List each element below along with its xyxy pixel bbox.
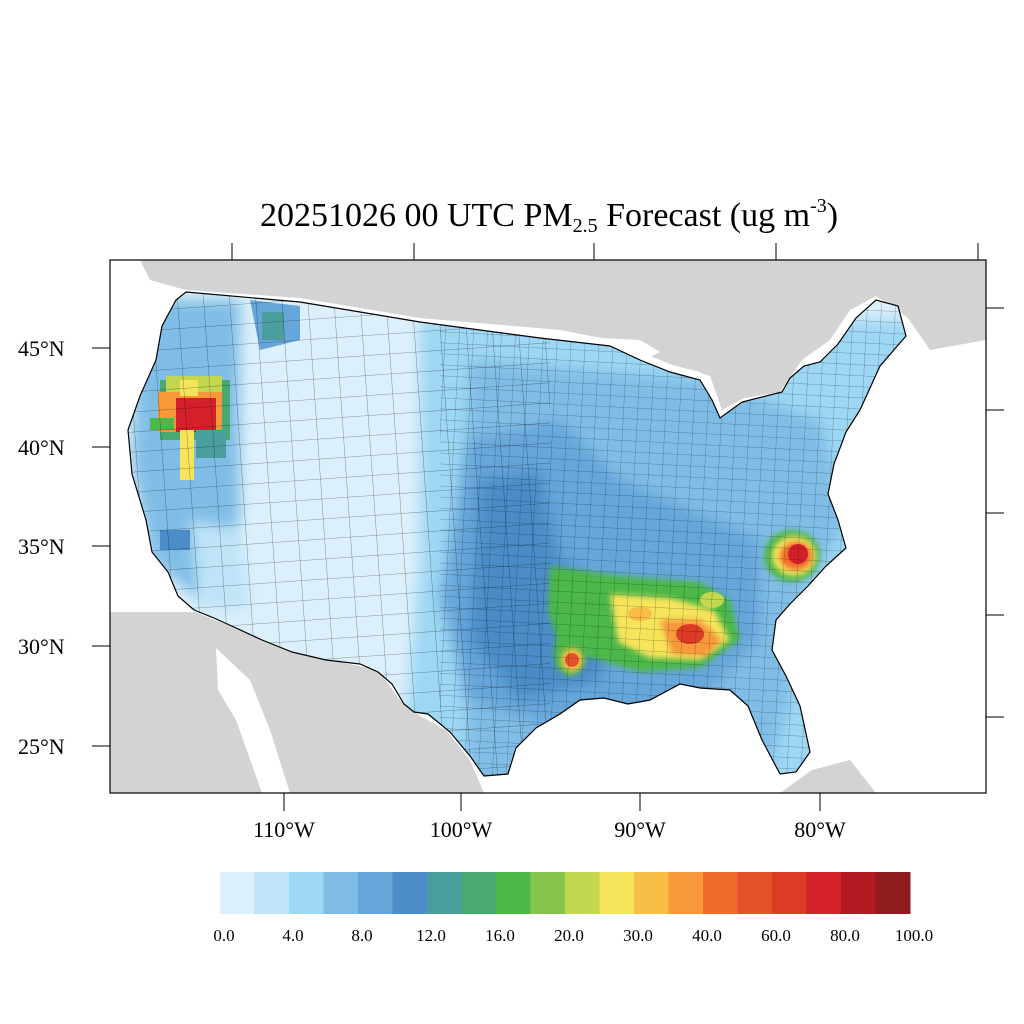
left-ticks xyxy=(92,347,110,747)
mexico-landmass xyxy=(110,612,484,793)
lat-label-40: 40°N xyxy=(18,435,65,460)
lon-label-100: 100°W xyxy=(430,817,493,842)
title-superscript: -3 xyxy=(810,195,827,217)
baja-gulf xyxy=(216,648,290,793)
colorbar-label: 8.0 xyxy=(351,926,373,945)
map-frame xyxy=(109,259,987,794)
colorbar-swatch xyxy=(737,872,773,914)
colorbar-swatch xyxy=(358,872,393,914)
nova-scotia xyxy=(920,282,986,316)
lon-label-80: 80°W xyxy=(794,817,846,842)
colorbar-swatch xyxy=(772,872,807,914)
colorbar-swatch xyxy=(220,872,255,914)
colorbar-label: 0.0 xyxy=(213,926,235,945)
lat-label-45: 45°N xyxy=(18,336,65,361)
colorbar-label: 80.0 xyxy=(830,926,860,945)
colorbar-label: 100.0 xyxy=(894,926,934,945)
colorbar-label: 60.0 xyxy=(761,926,791,945)
colorbar-swatch xyxy=(599,872,635,914)
colorbar-swatch xyxy=(461,872,497,914)
colorbar-label: 40.0 xyxy=(692,926,722,945)
colorbar-swatch xyxy=(289,872,324,914)
title-middle: Forecast (ug m xyxy=(597,197,811,234)
title-suffix: ) xyxy=(826,197,839,234)
colorbar-swatch xyxy=(806,872,842,914)
colorbar-swatch xyxy=(323,872,359,914)
canada-landmass xyxy=(140,260,986,410)
colorbar-swatch xyxy=(496,872,531,914)
colorbar-swatch xyxy=(565,872,600,914)
lat-label-25: 25°N xyxy=(18,734,65,759)
right-ticks xyxy=(986,307,1004,718)
colorbar-swatch xyxy=(703,872,738,914)
colorbar-swatch xyxy=(841,872,876,914)
colorbar-label: 20.0 xyxy=(554,926,584,945)
colorbar-label: 16.0 xyxy=(485,926,515,945)
colorbar-swatch xyxy=(634,872,669,914)
map-title: 20251026 00 UTC PM2.5 Forecast (ug m-3) xyxy=(0,182,1024,250)
colorbar-swatch xyxy=(668,872,704,914)
lon-label-110: 110°W xyxy=(253,817,315,842)
title-prefix: 20251026 00 UTC PM xyxy=(259,197,573,234)
cuba xyxy=(780,760,876,793)
colorbar-label: 30.0 xyxy=(623,926,653,945)
bottom-ticks xyxy=(283,793,821,811)
colorbar-label: 4.0 xyxy=(282,926,304,945)
colorbar-swatch xyxy=(875,872,911,914)
lat-label-30: 30°N xyxy=(18,634,65,659)
title-subscript: 2.5 xyxy=(572,215,598,237)
colorbar-label: 12.0 xyxy=(416,926,446,945)
colorbar-swatch xyxy=(530,872,566,914)
colorbar xyxy=(220,872,911,914)
lon-label-90: 90°W xyxy=(614,817,666,842)
colorbar-swatch xyxy=(254,872,290,914)
colorbar-swatch xyxy=(427,872,462,914)
colorbar-swatch xyxy=(392,872,428,914)
lat-label-35: 35°N xyxy=(18,534,65,559)
top-ticks xyxy=(231,243,979,260)
